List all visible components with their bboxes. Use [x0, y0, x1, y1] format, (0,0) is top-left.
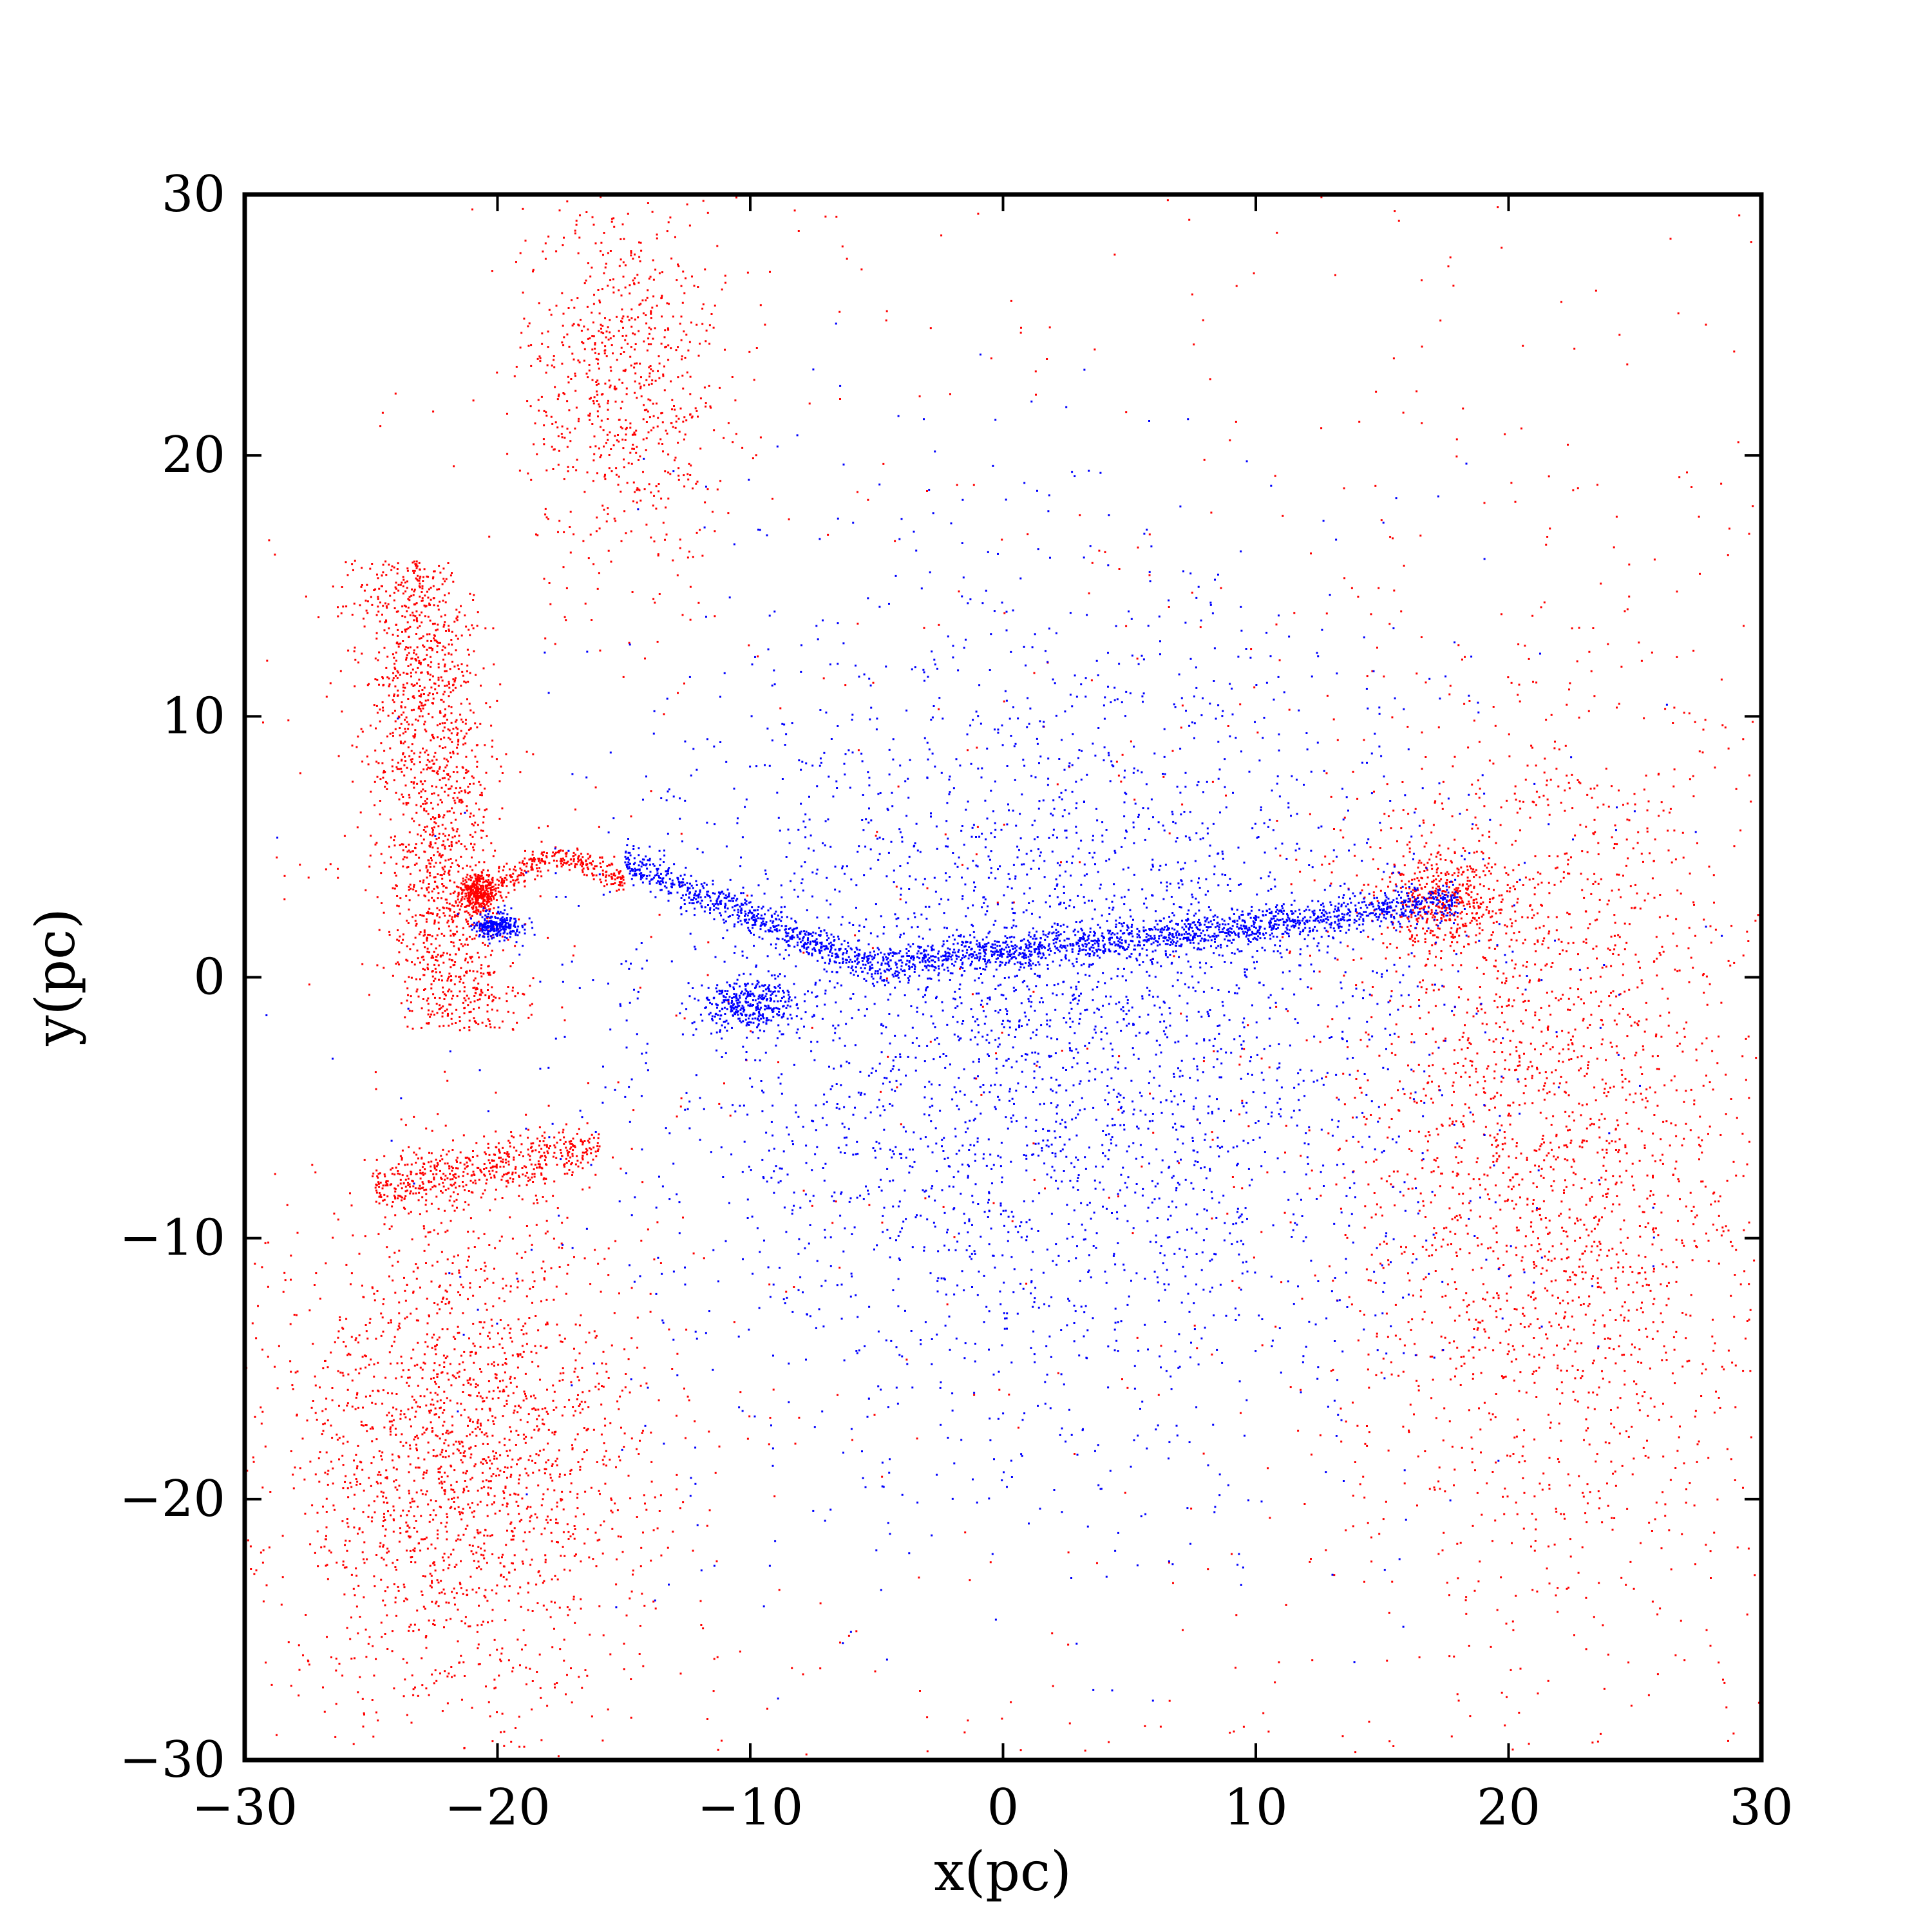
y-tick-label: −10: [119, 1209, 225, 1267]
axis-ticks: [243, 193, 1763, 1761]
x-tick-label: −10: [697, 1779, 804, 1837]
x-tick-label: −20: [444, 1779, 551, 1837]
x-axis-label: x(pc): [934, 1840, 1072, 1903]
scatter-points-west-clump: [470, 904, 536, 945]
y-tick-label: 10: [162, 687, 225, 745]
scatter-points-north-plume: [472, 200, 771, 644]
scatter-points-northwest-lobe: [317, 560, 564, 1032]
scatter-points-west-clump: [448, 869, 510, 923]
y-axis-label: y(pc): [24, 908, 87, 1046]
y-tick-label: 30: [162, 166, 225, 223]
y-tick-label: 0: [193, 949, 225, 1007]
x-tick-label: 20: [1477, 1779, 1540, 1837]
series-blue-points: [265, 322, 1723, 1702]
x-tick-label: 30: [1729, 1779, 1793, 1837]
x-tick-label: −30: [192, 1779, 298, 1837]
y-tick-label: −20: [119, 1470, 225, 1528]
scatter-points-southwest-branch: [679, 972, 826, 1039]
y-tick-label: −30: [119, 1731, 225, 1789]
axis-tick-labels: −30 −20 −10 0 10 20 30 −30 −20 −10 0 10 20 30: [119, 166, 1793, 1837]
scatter-points-filament: [624, 838, 1460, 985]
data-points: [245, 196, 1763, 1761]
x-tick-label: 10: [1224, 1779, 1287, 1837]
y-tick-label: 20: [162, 426, 225, 484]
x-tick-label: 0: [987, 1779, 1019, 1837]
